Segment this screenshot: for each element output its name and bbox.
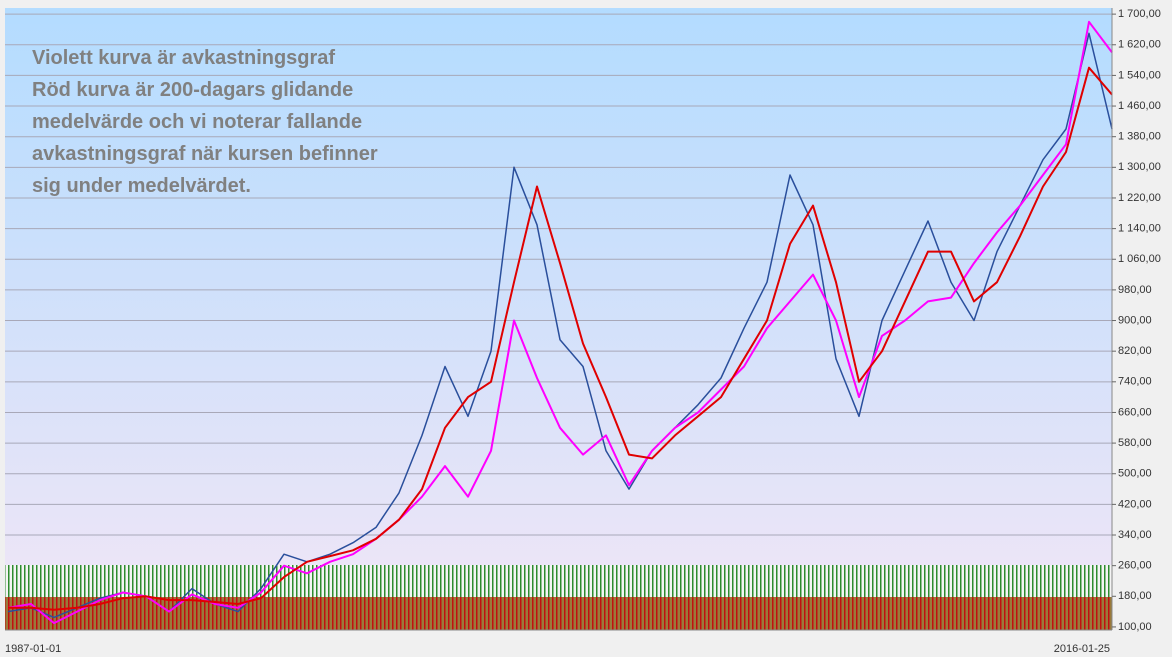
y-axis: 100,00 180,00 260,00 340,00 420,00 500,00 580,… — [1112, 8, 1161, 633]
y-tick-label: 1 540,00 — [1118, 69, 1161, 81]
y-tick-label: 500,00 — [1118, 468, 1152, 480]
y-tick-label: 1 620,00 — [1118, 39, 1161, 51]
annotation-line: Röd kurva är 200-dagars glidande — [32, 79, 353, 101]
y-tick-label: 580,00 — [1118, 437, 1152, 449]
y-tick-label: 1 140,00 — [1118, 223, 1161, 235]
y-tick-label: 420,00 — [1118, 498, 1152, 510]
series-line — [8, 66, 1113, 611]
series-line — [7, 32, 1113, 619]
x-tick-label: 2016-01-25 — [1054, 643, 1110, 655]
y-tick-label: 180,00 — [1118, 590, 1152, 602]
y-tick-label: 1 460,00 — [1118, 100, 1161, 112]
y-tick-label: 1 700,00 — [1118, 8, 1161, 20]
x-tick-label: 1987-01-01 — [5, 643, 61, 655]
annotation-line: avkastningsgraf när kursen befinner — [32, 143, 378, 165]
series — [7, 20, 1113, 625]
y-tick-label: 100,00 — [1118, 621, 1152, 633]
plot-area — [5, 8, 1112, 630]
annotation-line: medelvärde och vi noterar fallande — [32, 111, 362, 133]
y-tick-label: 260,00 — [1118, 560, 1152, 572]
volume-down — [5, 597, 1112, 630]
y-tick-label: 1 300,00 — [1118, 161, 1161, 173]
y-tick-label: 740,00 — [1118, 376, 1152, 388]
grid — [5, 13, 1112, 628]
y-tick-label: 340,00 — [1118, 529, 1152, 541]
y-tick-label: 1 380,00 — [1118, 131, 1161, 143]
y-tick-label: 900,00 — [1118, 314, 1152, 326]
y-tick-label: 1 220,00 — [1118, 192, 1161, 204]
y-tick-label: 980,00 — [1118, 284, 1152, 296]
y-tick-label: 820,00 — [1118, 345, 1152, 357]
y-tick-label: 1 060,00 — [1118, 253, 1161, 265]
series-line — [7, 20, 1113, 625]
annotation: Violett kurva är avkastningsgraf Röd kurv… — [32, 47, 378, 197]
y-tick-label: 660,00 — [1118, 406, 1152, 418]
annotation-line: sig under medelvärdet. — [32, 175, 251, 197]
volume-up — [5, 565, 1112, 597]
annotation-line: Violett kurva är avkastningsgraf — [32, 47, 335, 69]
x-axis: 1987-01-01 2016-01-25 — [5, 643, 1110, 655]
